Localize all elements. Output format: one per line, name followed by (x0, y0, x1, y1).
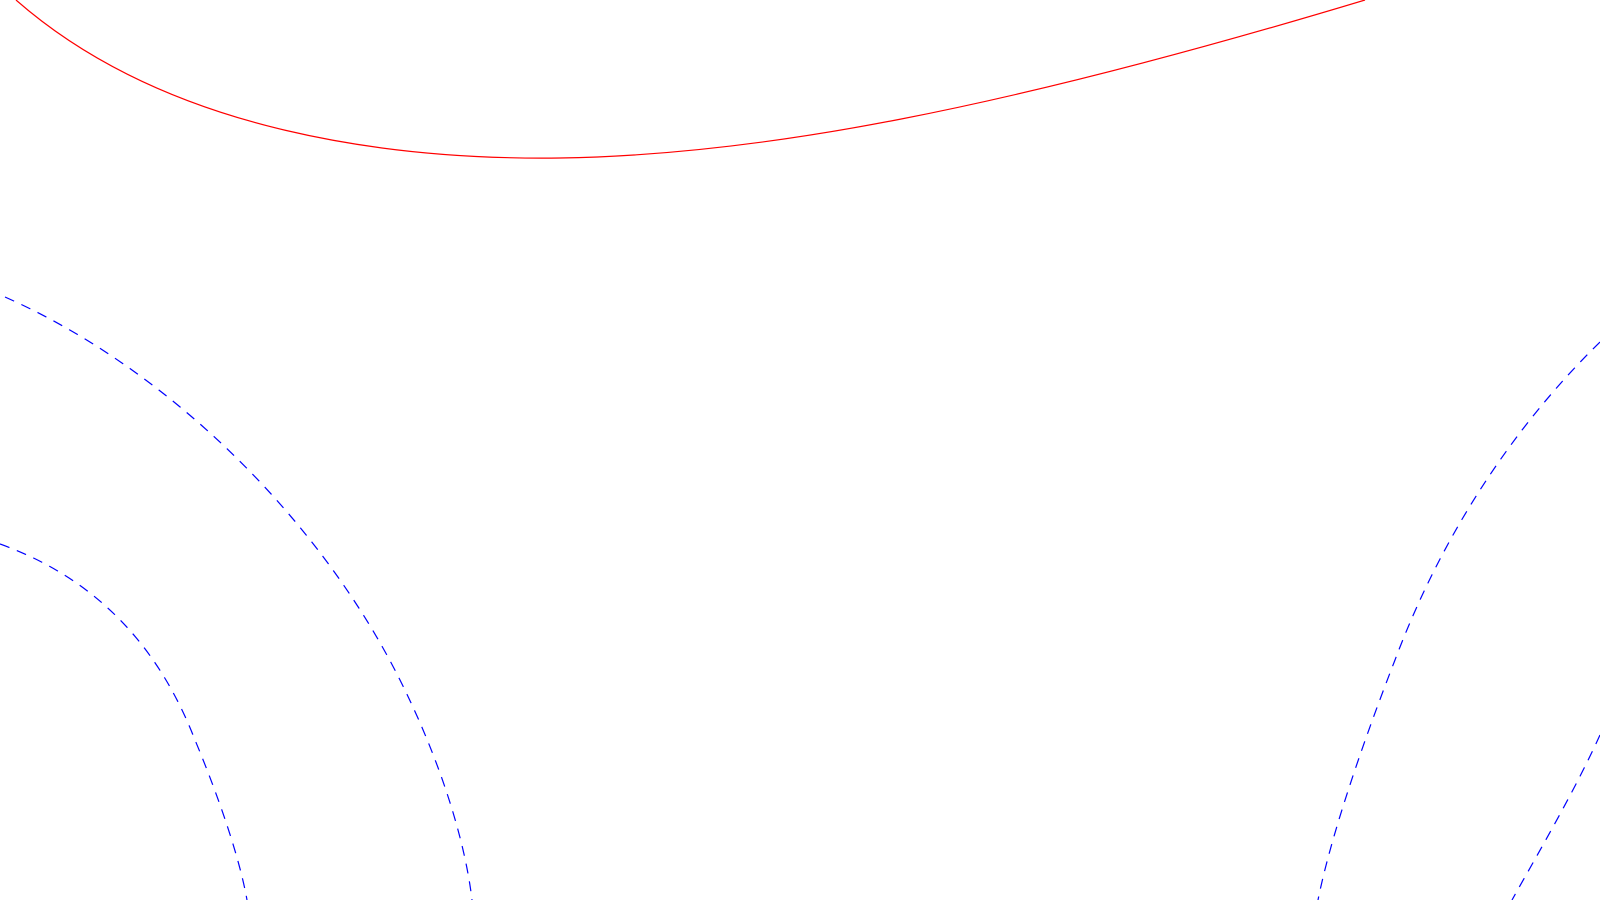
dashed-blue-curve-right-outer (1511, 734, 1600, 900)
solid-red-curve (15, 0, 1366, 159)
dashed-blue-curve-left-inner (0, 543, 248, 900)
dashed-blue-curve-right-inner (1317, 341, 1600, 900)
dashed-blue-curve-left-outer (4, 296, 473, 900)
